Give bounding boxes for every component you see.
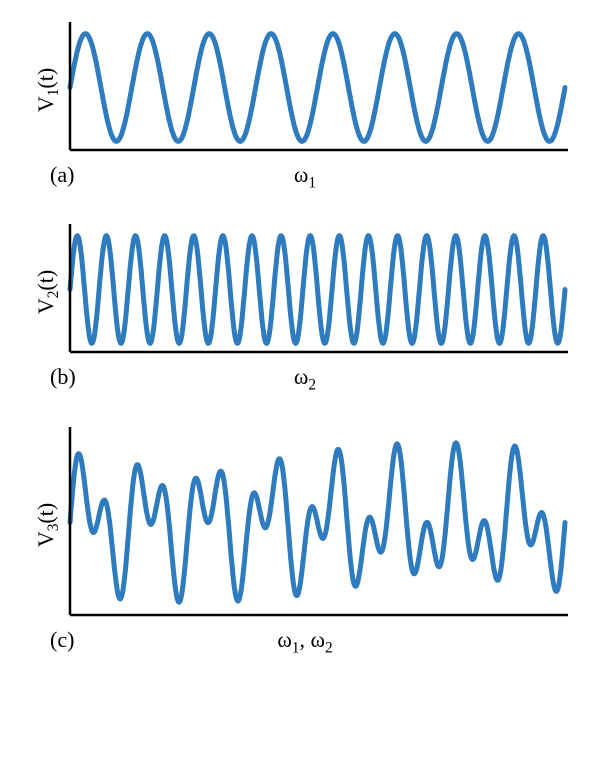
tag-b: (b) <box>50 364 76 390</box>
ylabel-b: V2(t) <box>33 270 63 314</box>
xlabel-b: ω2 <box>40 364 570 394</box>
plot-c-container: V3(t) <box>40 425 576 625</box>
panel-a: V1(t) (a) ω1 <box>20 20 576 192</box>
ylabel-c: V3(t) <box>33 503 63 547</box>
figure: V1(t) (a) ω1 V2(t) (b) ω2 V3(t) (c) ω1, … <box>20 20 576 657</box>
plot-a-svg <box>40 20 570 160</box>
panel-c: V3(t) (c) ω1, ω2 <box>20 425 576 657</box>
signal-line <box>70 443 565 602</box>
tag-c: (c) <box>50 627 74 653</box>
ylabel-a: V1(t) <box>33 68 63 112</box>
signal-line <box>70 34 565 142</box>
plot-c-svg <box>40 425 570 625</box>
plot-b-svg <box>40 222 570 362</box>
tag-a: (a) <box>50 162 74 188</box>
signal-line <box>70 236 565 344</box>
xlabel-a: ω1 <box>40 162 570 192</box>
xlabel-c: ω1, ω2 <box>40 627 570 657</box>
panel-b: V2(t) (b) ω2 <box>20 222 576 394</box>
plot-a-container: V1(t) <box>40 20 576 160</box>
plot-b-container: V2(t) <box>40 222 576 362</box>
